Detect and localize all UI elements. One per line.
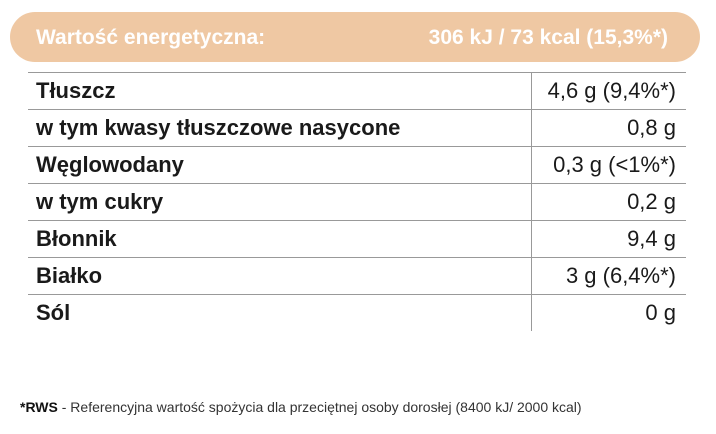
nutrient-amount: 0,8 g xyxy=(531,109,686,147)
table-row: Białko 3 g (6,4%*) xyxy=(28,257,686,295)
nutrient-name: w tym cukry xyxy=(28,183,532,221)
nutrient-name: Tłuszcz xyxy=(28,72,532,110)
table-row: w tym kwasy tłuszczowe nasycone 0,8 g xyxy=(28,109,686,147)
energy-header: Wartość energetyczna: 306 kJ / 73 kcal (… xyxy=(10,12,700,62)
table-row: Węglowodany 0,3 g (<1%*) xyxy=(28,146,686,184)
nutrient-amount: 0,3 g (<1%*) xyxy=(531,146,686,184)
nutrient-amount: 0,2 g xyxy=(531,183,686,221)
nutrient-name: Białko xyxy=(28,257,532,295)
footnote: *RWS - Referencyjna wartość spożycia dla… xyxy=(20,399,582,415)
nutrient-amount: 9,4 g xyxy=(531,220,686,258)
table-row: Błonnik 9,4 g xyxy=(28,220,686,258)
nutrition-table: Tłuszcz 4,6 g (9,4%*) w tym kwasy tłuszczo… xyxy=(28,72,686,331)
nutrient-name: Sól xyxy=(28,294,532,331)
energy-value: 306 kJ / 73 kcal (15,3%*) xyxy=(428,26,668,49)
table-row: w tym cukry 0,2 g xyxy=(28,183,686,221)
nutrient-name: w tym kwasy tłuszczowe nasycone xyxy=(28,109,532,147)
nutrient-amount: 3 g (6,4%*) xyxy=(531,257,686,295)
energy-label: Wartość energetyczna: xyxy=(36,26,266,49)
table-row: Tłuszcz 4,6 g (9,4%*) xyxy=(28,72,686,110)
nutrient-name: Błonnik xyxy=(28,220,532,258)
footnote-text: - Referencyjna wartość spożycia dla prze… xyxy=(57,399,582,415)
nutrient-name: Węglowodany xyxy=(28,146,532,184)
nutrient-amount: 0 g xyxy=(645,300,676,325)
table-row: Sól 0 g xyxy=(28,294,686,331)
nutrient-amount: 4,6 g (9,4%*) xyxy=(531,72,686,110)
footnote-marker: *RWS xyxy=(20,399,58,415)
